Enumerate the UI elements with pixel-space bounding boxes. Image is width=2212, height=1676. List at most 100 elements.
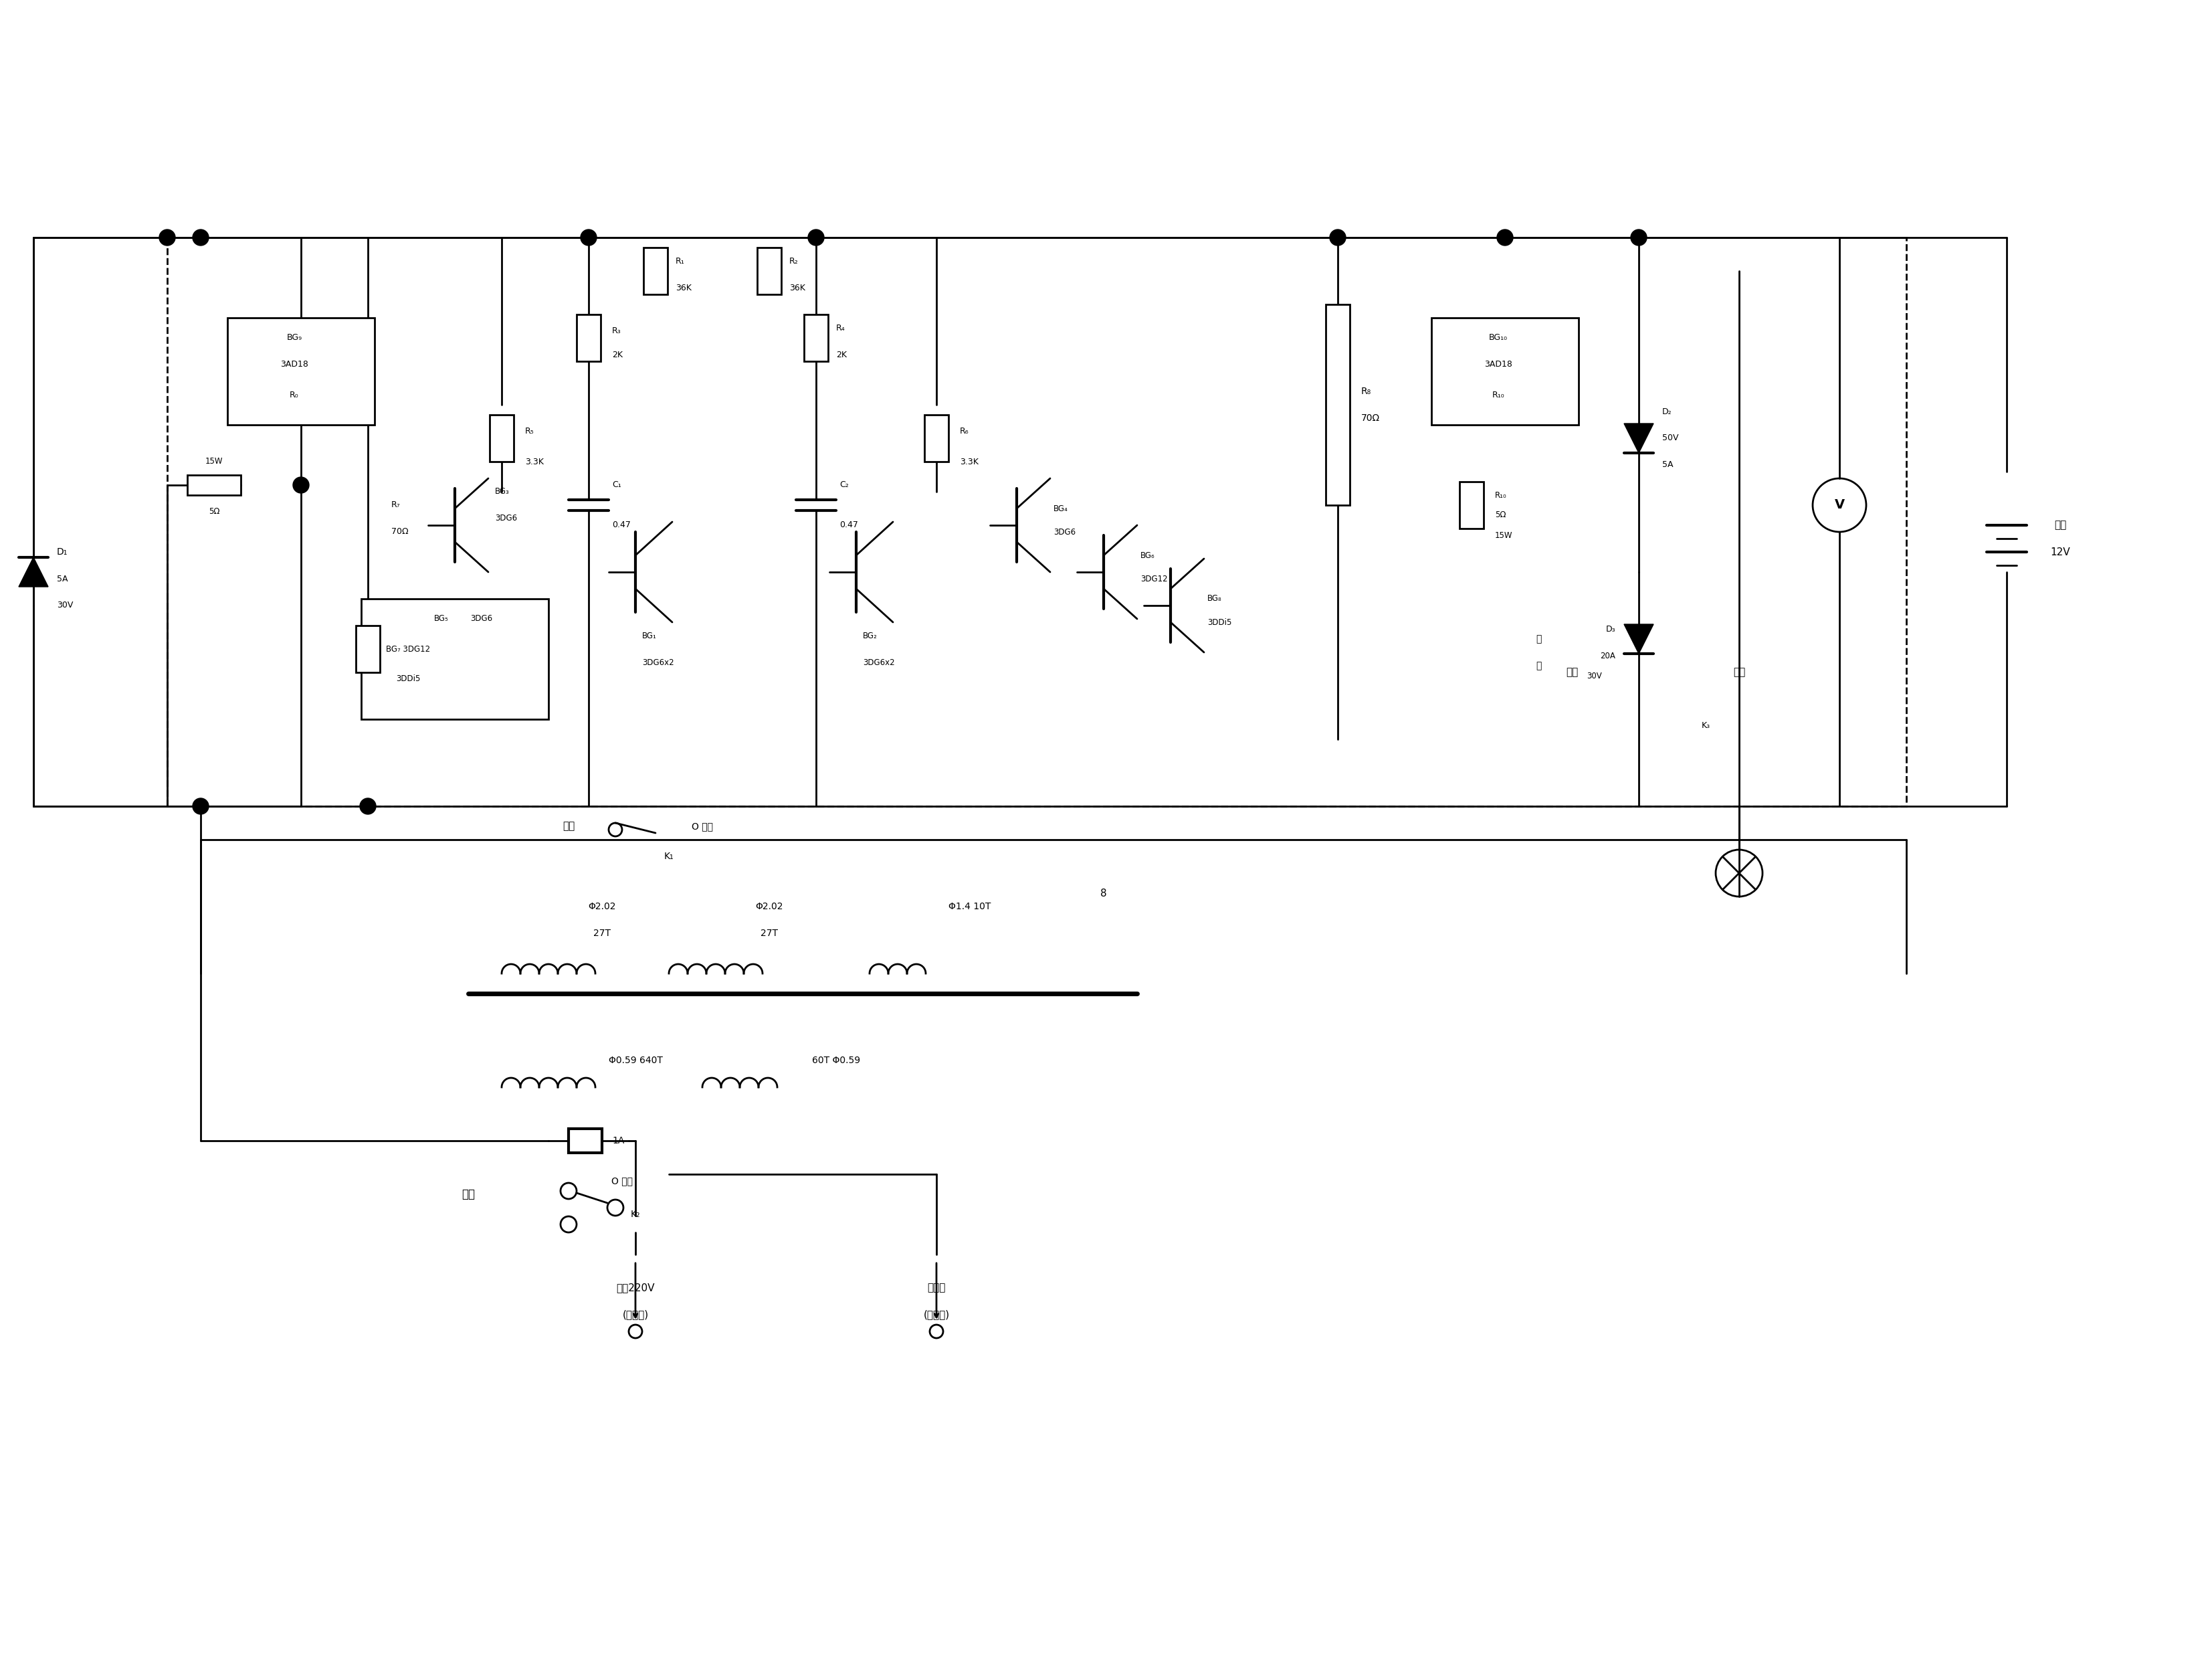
Text: Φ1.4 10T: Φ1.4 10T bbox=[949, 902, 991, 912]
Text: 20A: 20A bbox=[1599, 652, 1615, 660]
Text: R₂: R₂ bbox=[790, 256, 799, 265]
Text: 30V: 30V bbox=[58, 602, 73, 610]
Bar bbox=[168, 238, 1907, 806]
Text: 电池: 电池 bbox=[2055, 520, 2066, 530]
Circle shape bbox=[1329, 230, 1345, 246]
Text: 70Ω: 70Ω bbox=[1360, 414, 1380, 422]
Text: Φ0.59 640T: Φ0.59 640T bbox=[608, 1056, 661, 1066]
Text: 27T: 27T bbox=[761, 929, 779, 939]
Text: 3DG6x2: 3DG6x2 bbox=[863, 659, 894, 667]
Text: 60T Φ0.59: 60T Φ0.59 bbox=[812, 1056, 860, 1066]
Text: 3DDi5: 3DDi5 bbox=[1208, 618, 1232, 627]
Text: 逆变: 逆变 bbox=[462, 1188, 476, 1200]
Text: R₁₀: R₁₀ bbox=[1493, 391, 1504, 399]
Text: D₃: D₃ bbox=[1606, 625, 1615, 634]
Text: BG₅: BG₅ bbox=[434, 615, 449, 623]
Text: BG₃: BG₃ bbox=[495, 488, 509, 496]
Text: R₁: R₁ bbox=[675, 256, 686, 265]
Text: 5Ω: 5Ω bbox=[208, 508, 219, 516]
Bar bbox=[489, 416, 513, 461]
Text: BG₂: BG₂ bbox=[863, 632, 878, 640]
Text: 送: 送 bbox=[1535, 634, 1542, 644]
Polygon shape bbox=[1624, 623, 1655, 654]
Text: K₁: K₁ bbox=[664, 851, 675, 861]
Bar bbox=[644, 248, 668, 295]
Text: BG₄: BG₄ bbox=[1053, 504, 1068, 513]
Text: 50V: 50V bbox=[1661, 434, 1679, 442]
Polygon shape bbox=[1624, 424, 1655, 453]
Text: 3.3K: 3.3K bbox=[960, 458, 978, 466]
Text: D₁: D₁ bbox=[58, 548, 69, 556]
Text: 3DDi5: 3DDi5 bbox=[396, 675, 420, 684]
Text: V: V bbox=[1834, 499, 1845, 511]
Text: BG₆: BG₆ bbox=[1141, 551, 1155, 560]
Text: R₃: R₃ bbox=[613, 327, 622, 335]
Text: 电源220V: 电源220V bbox=[617, 1282, 655, 1292]
Text: O 充电: O 充电 bbox=[692, 821, 712, 831]
Text: 3.3K: 3.3K bbox=[524, 458, 544, 466]
Text: 电视机: 电视机 bbox=[927, 1282, 945, 1292]
Text: O 充电: O 充电 bbox=[611, 1177, 633, 1185]
Text: K₃: K₃ bbox=[1701, 722, 1710, 731]
Text: 变: 变 bbox=[1535, 660, 1542, 670]
Text: 1A: 1A bbox=[613, 1136, 624, 1145]
Circle shape bbox=[580, 230, 597, 246]
Bar bbox=[757, 248, 781, 295]
Text: 2K: 2K bbox=[613, 350, 624, 359]
Text: 3DG12: 3DG12 bbox=[1141, 575, 1168, 583]
Text: 36K: 36K bbox=[790, 283, 805, 292]
Text: (接插头): (接插头) bbox=[622, 1309, 648, 1319]
Text: 3DG6x2: 3DG6x2 bbox=[641, 659, 675, 667]
Text: R₅: R₅ bbox=[524, 427, 535, 436]
Bar bbox=[228, 318, 374, 424]
Text: 0.47: 0.47 bbox=[838, 521, 858, 530]
Text: 2K: 2K bbox=[836, 350, 847, 359]
Text: 27T: 27T bbox=[593, 929, 611, 939]
Text: BG₈: BG₈ bbox=[1208, 595, 1221, 603]
Text: R₁₀: R₁₀ bbox=[1495, 491, 1506, 499]
Text: (接插座): (接插座) bbox=[922, 1309, 949, 1319]
Text: 15W: 15W bbox=[206, 458, 223, 466]
Text: BG₁: BG₁ bbox=[641, 632, 657, 640]
Text: Φ2.02: Φ2.02 bbox=[588, 902, 615, 912]
Text: C₁: C₁ bbox=[613, 481, 622, 489]
Circle shape bbox=[192, 230, 208, 246]
Bar bbox=[568, 1128, 602, 1153]
Text: 30V: 30V bbox=[1586, 672, 1601, 680]
Text: 逆变: 逆变 bbox=[562, 821, 575, 831]
Text: 5A: 5A bbox=[58, 575, 69, 583]
Bar bbox=[356, 625, 380, 672]
Circle shape bbox=[1498, 230, 1513, 246]
Text: Φ2.02: Φ2.02 bbox=[754, 902, 783, 912]
Circle shape bbox=[1630, 230, 1646, 246]
Bar bbox=[1325, 305, 1349, 504]
Text: R₇: R₇ bbox=[392, 501, 400, 510]
Text: 3DG6: 3DG6 bbox=[1053, 528, 1075, 536]
Bar bbox=[803, 315, 827, 362]
Text: 12V: 12V bbox=[2051, 546, 2070, 556]
Text: 3AD18: 3AD18 bbox=[281, 360, 307, 369]
Circle shape bbox=[292, 478, 310, 493]
Text: 充电: 充电 bbox=[1732, 667, 1745, 677]
Circle shape bbox=[361, 798, 376, 815]
Text: 3DG6: 3DG6 bbox=[471, 615, 493, 623]
Text: 8: 8 bbox=[1099, 888, 1106, 898]
Text: C₂: C₂ bbox=[838, 481, 849, 489]
Text: K₂: K₂ bbox=[630, 1210, 639, 1218]
Text: R₆: R₆ bbox=[960, 427, 969, 436]
Text: 5Ω: 5Ω bbox=[1495, 511, 1506, 520]
Bar bbox=[188, 474, 241, 494]
Bar bbox=[1460, 481, 1484, 528]
Text: BG₁₀: BG₁₀ bbox=[1489, 334, 1509, 342]
Text: 3AD18: 3AD18 bbox=[1484, 360, 1513, 369]
Text: R₀: R₀ bbox=[290, 391, 299, 399]
Text: 70Ω: 70Ω bbox=[392, 528, 409, 536]
Bar bbox=[925, 416, 949, 461]
Text: 36K: 36K bbox=[675, 283, 692, 292]
Bar bbox=[1431, 318, 1579, 424]
Polygon shape bbox=[18, 558, 49, 587]
Circle shape bbox=[192, 798, 208, 815]
Text: 15W: 15W bbox=[1495, 531, 1513, 540]
Text: 5A: 5A bbox=[1661, 461, 1672, 469]
Text: 3DG6: 3DG6 bbox=[495, 515, 518, 523]
